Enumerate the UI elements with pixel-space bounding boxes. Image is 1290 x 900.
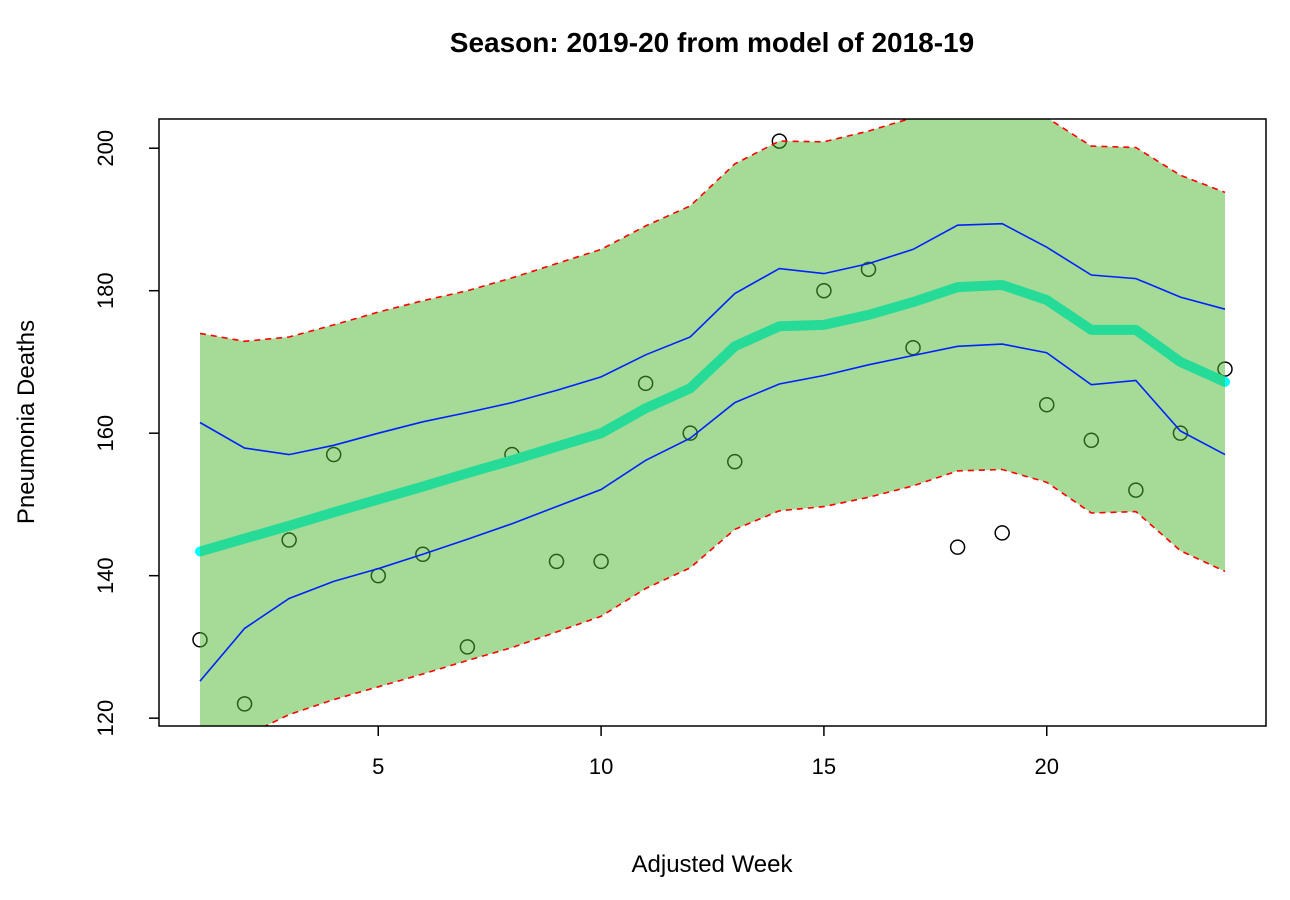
observed-point — [994, 525, 1010, 541]
observed-point — [949, 539, 966, 555]
ci-lower-line — [199, 343, 1226, 682]
y-tick-label: 120 — [93, 700, 118, 737]
ci-upper-line — [199, 222, 1226, 456]
x-tick-label: 15 — [812, 754, 836, 779]
y-tick-label: 200 — [93, 130, 118, 167]
pi-upper-line — [199, 119, 1226, 343]
y-tick-label: 140 — [93, 557, 118, 594]
y-tick-label: 160 — [93, 415, 118, 452]
x-tick-label: 20 — [1034, 754, 1058, 779]
plot-area — [192, 119, 1233, 726]
plot-frame — [158, 118, 1267, 727]
y-axis-title: Pneumonia Deaths — [13, 320, 40, 524]
chart-title: Season: 2019-20 from model of 2018-19 — [450, 27, 974, 58]
axes: 5 10 15 20 120 140 160 180 200 — [93, 130, 1059, 779]
prediction-band — [200, 119, 1225, 726]
y-tick-label: 180 — [93, 272, 118, 309]
x-tick-label: 10 — [589, 754, 613, 779]
pi-lower-line — [263, 468, 1226, 726]
x-axis-title: Adjusted Week — [632, 851, 794, 878]
x-tick-label: 5 — [372, 754, 384, 779]
